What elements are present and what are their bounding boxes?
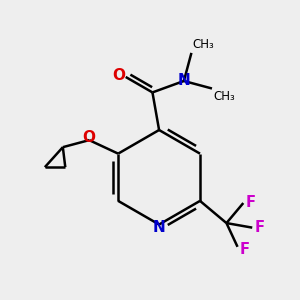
Text: N: N bbox=[153, 220, 166, 235]
Text: O: O bbox=[83, 130, 96, 146]
Text: CH₃: CH₃ bbox=[192, 38, 214, 51]
Text: F: F bbox=[239, 242, 249, 257]
Text: F: F bbox=[246, 195, 256, 210]
Text: O: O bbox=[113, 68, 126, 83]
Text: N: N bbox=[178, 74, 190, 88]
Text: F: F bbox=[255, 220, 265, 235]
Text: CH₃: CH₃ bbox=[213, 90, 235, 103]
